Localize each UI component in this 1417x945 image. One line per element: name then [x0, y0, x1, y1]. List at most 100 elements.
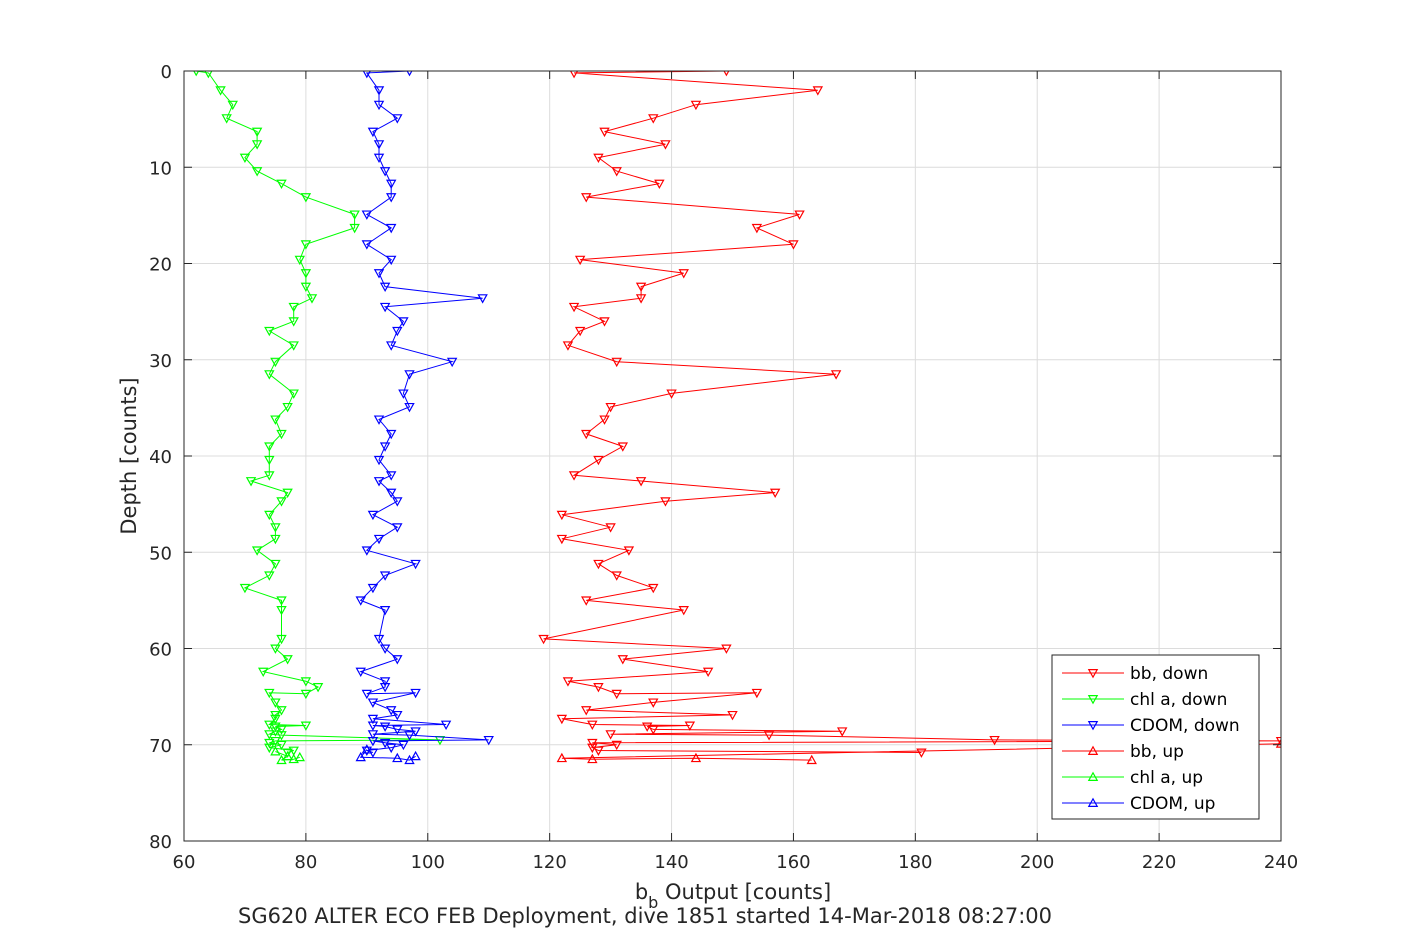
data-point-marker [288, 317, 299, 327]
data-point-marker [385, 471, 397, 481]
y-tick-label: 20 [149, 255, 172, 276]
data-point-marker [568, 471, 580, 481]
data-point-marker [599, 317, 610, 327]
data-point-marker [276, 731, 287, 741]
data-point-marker [605, 523, 616, 533]
data-point-marker [721, 644, 732, 654]
data-point-marker [611, 357, 622, 368]
data-point-marker [836, 727, 848, 737]
series-5 [355, 744, 421, 765]
data-point-marker [410, 750, 421, 761]
data-point-marker [385, 429, 397, 440]
data-point-marker [282, 655, 293, 665]
x-tick-label: 200 [1020, 852, 1054, 873]
legend-label: bb, up [1130, 742, 1184, 762]
legend-marker [1087, 695, 1099, 705]
data-point-marker [635, 282, 647, 293]
data-point-marker [660, 497, 671, 507]
data-point-marker [373, 634, 385, 645]
data-point-marker [794, 210, 805, 220]
data-point-marker [574, 255, 586, 266]
data-point-marker [276, 725, 287, 735]
data-point-marker [264, 326, 275, 337]
data-point-marker [830, 370, 842, 380]
data-point-marker [385, 179, 397, 190]
data-point-marker [404, 402, 415, 413]
data-point-marker [276, 596, 287, 606]
legend: bb, down chl a, down CDOM, down bb, up chl a… [1051, 654, 1260, 820]
data-point-marker [385, 706, 397, 716]
data-point-marker [367, 583, 379, 594]
data-point-marker [392, 752, 403, 763]
legend-marker [1087, 797, 1099, 807]
series-layer [193, 71, 1281, 765]
legend-box [1051, 654, 1260, 820]
data-point-marker [251, 546, 263, 556]
y-tick-label: 60 [149, 640, 172, 661]
data-point-marker [593, 153, 604, 164]
data-point-marker [276, 740, 287, 751]
chart-title: SG620 ALTER ECO FEB Deployment, dive 185… [238, 904, 1052, 928]
y-tick-label: 50 [149, 543, 172, 564]
data-point-marker [349, 223, 360, 234]
data-point-marker [581, 193, 592, 203]
data-point-marker [763, 731, 775, 741]
series-4 [270, 746, 306, 765]
data-point-marker [373, 269, 385, 279]
x-axis-label: bb Output [counts] [635, 880, 831, 912]
data-point-marker [251, 140, 263, 150]
data-point-marker [270, 644, 281, 654]
data-point-marker [288, 302, 299, 313]
data-point-marker [654, 179, 665, 190]
data-point-marker [300, 677, 312, 687]
data-point-marker [373, 415, 385, 425]
data-point-marker [355, 596, 366, 606]
data-point-marker [593, 746, 604, 756]
data-point-marker [373, 455, 385, 466]
x-tick-label: 180 [898, 852, 932, 873]
legend-label: chl a, up [1130, 768, 1203, 788]
series-line [359, 71, 489, 753]
data-point-marker [300, 269, 312, 279]
data-point-marker [251, 167, 263, 177]
data-point-marker [373, 100, 385, 111]
y-tick-label: 80 [149, 832, 172, 853]
data-point-marker [379, 644, 391, 654]
data-point-marker [635, 477, 647, 487]
data-point-marker [556, 510, 568, 521]
data-point-marker [702, 667, 714, 678]
data-point-marker [215, 86, 226, 96]
data-point-marker [562, 677, 574, 687]
data-point-marker [379, 571, 391, 581]
data-point-marker [367, 127, 379, 138]
data-point-marker [300, 240, 312, 250]
data-point-marker [355, 667, 366, 678]
data-point-marker [611, 740, 622, 751]
data-point-marker [367, 730, 379, 740]
data-point-marker [270, 746, 281, 756]
data-point-marker [751, 223, 763, 234]
x-axis-ticks: 60 80 100 120 140 160 180 200 220 240 [173, 71, 1298, 873]
data-point-marker [769, 488, 781, 499]
data-point-marker [1275, 738, 1281, 748]
data-point-marker [245, 477, 257, 487]
data-point-marker [282, 402, 293, 413]
data-point-marker [398, 389, 409, 399]
data-point-marker [404, 370, 415, 380]
data-point-marker [483, 735, 494, 746]
data-point-marker [300, 689, 312, 700]
data-point-marker [556, 752, 568, 763]
data-point-marker [385, 488, 397, 499]
data-point-marker [264, 370, 275, 380]
x-axis-label-main: b [635, 880, 648, 904]
data-point-marker [373, 477, 385, 487]
data-point-marker [361, 240, 373, 250]
legend-marker [1087, 771, 1099, 781]
x-tick-label: 80 [294, 852, 317, 873]
data-point-marker [385, 223, 397, 234]
x-tick-label: 160 [776, 852, 810, 873]
data-point-marker [373, 534, 385, 545]
data-point-marker [270, 415, 281, 425]
data-point-marker [788, 240, 799, 250]
